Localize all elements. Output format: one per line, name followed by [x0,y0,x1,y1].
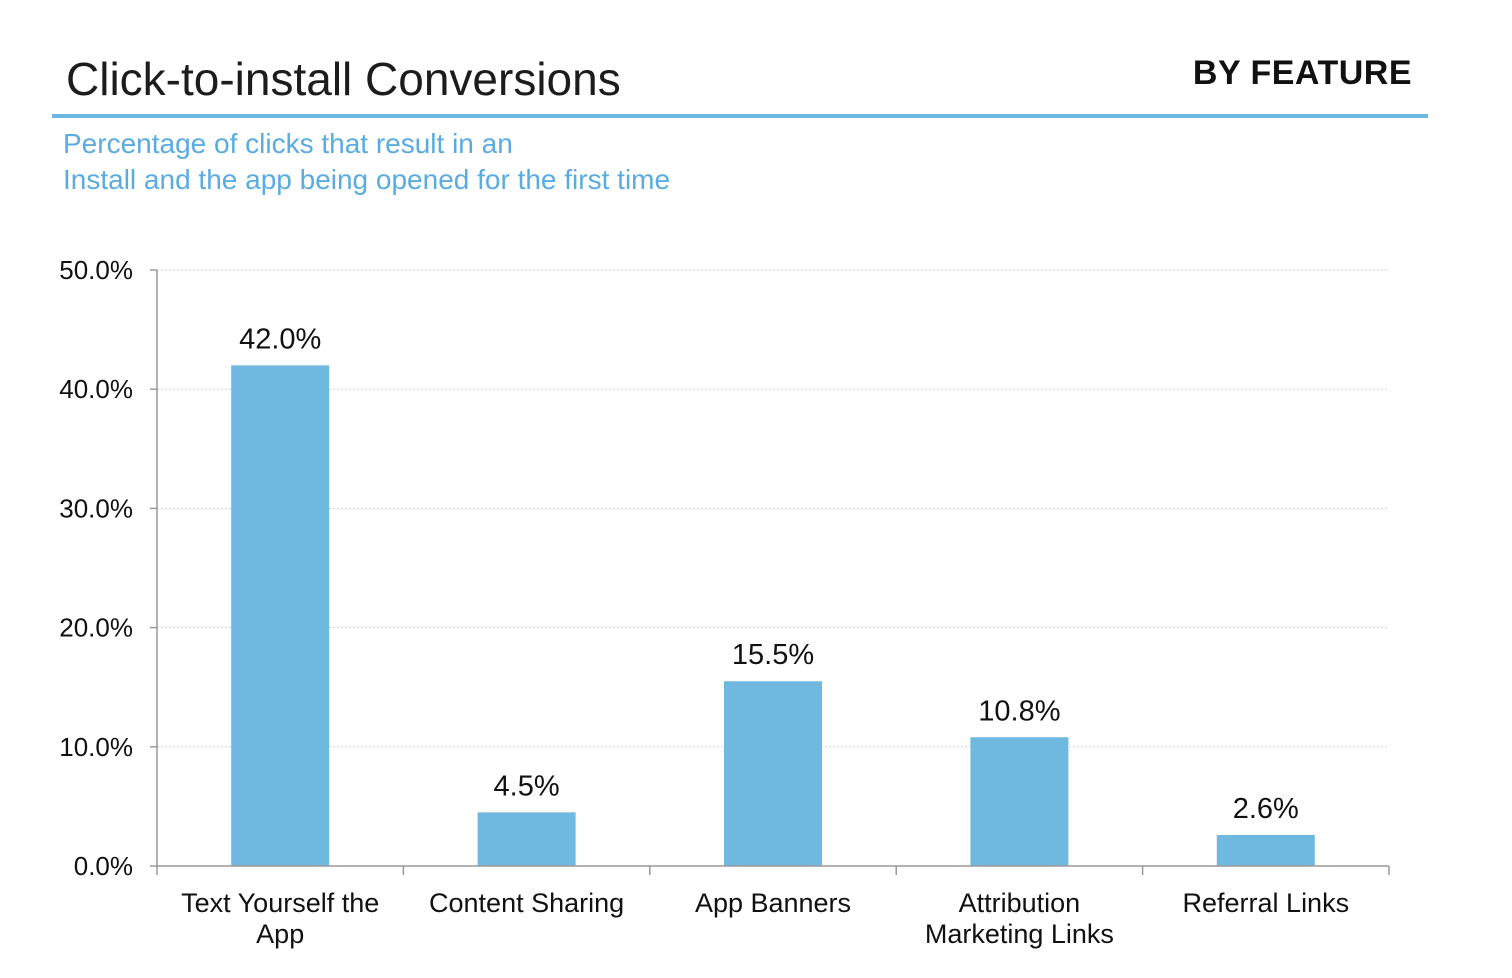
bar-value-label: 2.6% [1233,793,1299,825]
subtitle-line-1: Percentage of clicks that result in an [63,128,513,159]
x-tick-label: Referral Links [1183,888,1350,918]
bar-value-label: 15.5% [732,639,814,671]
chart-header: Click-to-install Conversions BY FEATURE [52,40,1428,118]
x-tick-label: Content Sharing [429,888,624,918]
y-tick-label: 0.0% [74,851,133,881]
x-tick-label-line: App [256,919,304,949]
x-tick-label-line: Marketing Links [925,919,1114,949]
x-tick-label-line: Referral Links [1183,888,1350,918]
bar [970,737,1069,866]
y-tick-label: 40.0% [59,374,133,404]
x-tick-label-line: Content Sharing [429,888,624,918]
bar [231,365,330,866]
bar [477,812,576,866]
bar-value-label: 42.0% [239,323,321,355]
labels-layer: 0.0% 10.0% 20.0% 30.0% 40.0% 50.0% 42.0% Text Y… [59,255,1349,949]
chart-tag: BY FEATURE [1192,54,1412,92]
grid-layer [157,269,1389,748]
bar [1216,835,1315,866]
axis-layer [150,269,1390,875]
y-tick-label: 20.0% [59,613,133,643]
subtitle-line-2: Install and the app being opened for the… [63,164,671,195]
bars-layer [231,365,1315,866]
y-tick-label: 50.0% [59,255,133,285]
x-tick-label: Attribution Marketing Links [925,888,1114,949]
y-tick-label: 30.0% [59,493,133,523]
x-tick-label-line: App Banners [695,888,851,918]
x-tick-label-line: Text Yourself the [181,888,379,918]
bar-value-label: 10.8% [978,695,1060,727]
y-tick-label: 10.0% [59,732,133,762]
chart-subtitle: Percentage of clicks that result in an I… [63,126,670,198]
x-tick-label: App Banners [695,888,851,918]
chart-title: Click-to-install Conversions [66,53,621,105]
bar-value-label: 4.5% [494,770,560,802]
x-tick-label-line: Attribution [959,888,1081,918]
bar [724,681,822,866]
x-tick-label: Text Yourself the App [181,888,379,949]
